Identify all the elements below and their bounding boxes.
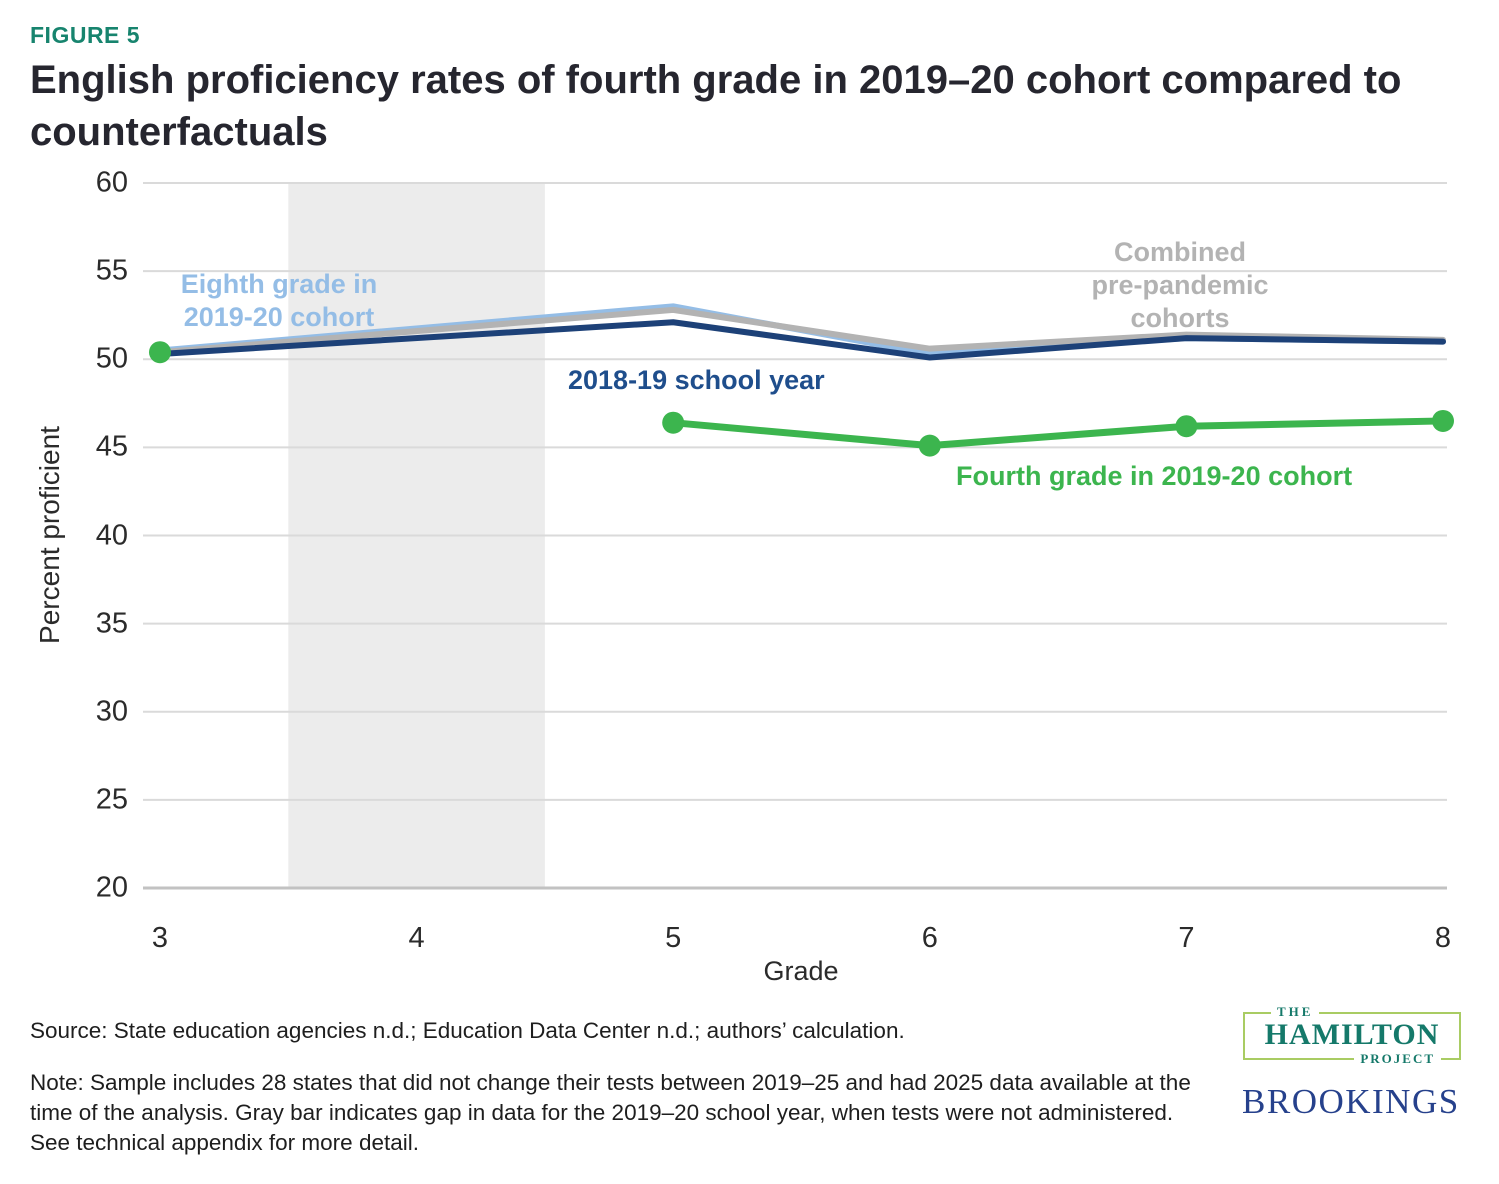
y-tick-label: 20 (95, 871, 128, 904)
series-label-eighth-grade-cohort: Eighth grade in 2019-20 cohort (180, 269, 378, 332)
data-point-marker (662, 411, 685, 434)
data-point-marker (918, 434, 941, 457)
hamilton-logo-wordmark: HAMILTON (1264, 1018, 1440, 1051)
series-line-2018-19-school-year (157, 319, 1446, 361)
y-tick-label: 30 (95, 695, 128, 728)
y-tick-label: 40 (95, 519, 128, 551)
series-label-combined-pre-pandemic-cohorts: Combined pre-pandemic cohorts (1091, 237, 1269, 333)
x-tick-label: 5 (665, 922, 682, 954)
y-tick-label: 55 (95, 254, 128, 287)
x-tick-label: 8 (1434, 922, 1452, 954)
series-line-fourth-grade-in-2019-20-cohort (669, 417, 1447, 450)
hamilton-logo-project-text: PROJECT (1354, 1051, 1441, 1067)
series-label-fourth-grade-cohort: Fourth grade in 2019-20 cohort (956, 461, 1353, 491)
hamilton-project-logo: THE HAMILTON PROJECT (1243, 1004, 1461, 1067)
note-text: Note: Sample includes 28 states that did… (30, 1070, 1191, 1155)
hamilton-logo-the-text: THE (1271, 1004, 1320, 1020)
x-tick-label: 4 (408, 922, 425, 954)
y-tick-label: 45 (95, 430, 128, 463)
data-point-marker (1175, 415, 1198, 438)
x-axis-label: Grade (763, 956, 839, 986)
series-label-2018-19-school-year: 2018-19 school year (568, 365, 825, 395)
x-tick-label: 6 (921, 922, 938, 954)
figure-number-label: FIGURE 5 (30, 22, 141, 48)
page-title: English proficiency rates of fourth grad… (30, 58, 1402, 154)
x-tick-label: 7 (1178, 922, 1195, 954)
x-tick-label: 3 (151, 922, 169, 954)
source-text: Source: State education agencies n.d.; E… (30, 1018, 905, 1043)
y-tick-label: 35 (95, 607, 128, 640)
y-tick-label: 25 (95, 783, 128, 816)
data-point-marker (149, 341, 171, 364)
y-tick-label: 50 (95, 342, 128, 375)
brookings-logo: BROOKINGS (1242, 1082, 1460, 1121)
y-tick-label: 60 (95, 166, 128, 199)
data-point-marker (1432, 409, 1454, 432)
